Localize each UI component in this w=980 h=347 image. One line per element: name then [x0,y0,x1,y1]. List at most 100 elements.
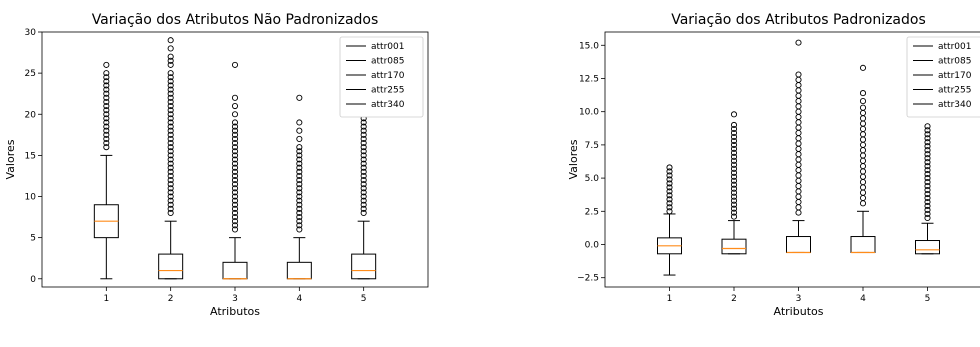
y-tick-label: 10.0 [579,108,599,118]
legend-label: attr255 [371,86,404,96]
x-axis-label: Atributos [774,305,824,318]
chart-legend: attr001 attr085 attr170 attr255 attr340 [907,37,980,117]
iqr-box [787,237,811,253]
iqr-box [223,262,247,278]
x-tick-label: 5 [925,294,931,304]
outlier-point [297,95,302,100]
iqr-box [352,254,376,279]
outlier-point [168,46,173,51]
outlier-point [796,199,801,204]
chart-legend: attr001 attr085 attr170 attr255 attr340 [340,37,423,117]
outlier-point [796,162,801,167]
chart-title: Variação dos Atributos Não Padronizados [92,12,379,28]
box-1 [94,62,118,278]
outlier-point [860,65,865,70]
outlier-point [796,130,801,135]
legend-label: attr340 [371,100,405,110]
outlier-point [796,83,801,88]
outlier-point [796,93,801,98]
y-tick-label: 15.0 [579,41,599,51]
outlier-point [796,205,801,210]
outlier-point [796,120,801,125]
y-tick-label: 12.5 [579,74,599,84]
iqr-box [287,262,311,278]
outlier-point [297,120,302,125]
iqr-box [722,239,746,254]
x-tick-label: 4 [296,294,302,304]
outlier-point [860,98,865,103]
outlier-point [860,126,865,131]
x-tick-label: 3 [232,294,238,304]
outlier-point [796,114,801,119]
outlier-point [232,103,237,108]
outlier-point [796,77,801,82]
outlier-point [297,136,302,141]
outlier-point [860,132,865,137]
outlier-point [860,105,865,110]
outlier-point [860,121,865,126]
x-tick-label: 1 [667,294,673,304]
y-tick-label: −2.5 [577,274,599,284]
legend-label: attr255 [938,86,971,96]
outlier-point [168,38,173,43]
outlier-point [297,128,302,133]
y-tick-label: 2.5 [585,207,599,217]
chart-panel-2: Variação dos Atributos Padronizados−2.50… [567,12,980,318]
legend-label: attr170 [938,71,972,81]
outlier-point [860,110,865,115]
y-tick-label: 0.0 [585,241,600,251]
box-1 [658,165,682,275]
outlier-point [860,137,865,142]
box-2 [722,112,746,254]
outlier-point [232,62,237,67]
box-4 [851,65,875,252]
outlier-point [860,190,865,195]
outlier-point [860,195,865,200]
outlier-point [796,168,801,173]
outlier-point [860,179,865,184]
outlier-point [860,174,865,179]
x-tick-label: 2 [168,294,174,304]
x-tick-label: 3 [796,294,802,304]
chart-panel-1: Variação dos Atributos Não Padronizados 0… [4,12,428,318]
y-tick-label: 10 [25,193,37,203]
outlier-point [860,201,865,206]
y-tick-label: 30 [25,28,37,38]
box-5 [916,124,940,254]
box-2 [159,38,183,279]
legend-label: attr001 [938,42,971,52]
y-tick-label: 5 [30,234,36,244]
y-tick-label: 15 [25,151,36,161]
iqr-box [916,241,940,254]
outlier-point [796,173,801,178]
outlier-point [796,109,801,114]
outlier-point [860,185,865,190]
outlier-point [796,152,801,157]
x-tick-label: 5 [361,294,367,304]
legend-label: attr085 [371,57,404,67]
outlier-point [860,169,865,174]
outlier-point [232,95,237,100]
legend-label: attr170 [371,71,405,81]
outlier-point [104,62,109,67]
outlier-point [796,194,801,199]
box-3 [223,62,247,278]
outlier-point [796,98,801,103]
iqr-box [159,254,183,279]
outlier-point [796,157,801,162]
outlier-point [860,116,865,121]
y-tick-label: 20 [25,110,37,120]
y-axis-label: Valores [567,139,580,179]
y-tick-label: 25 [25,69,36,79]
y-tick-label: 5.0 [585,174,600,184]
outlier-point [860,148,865,153]
outlier-point [860,142,865,147]
iqr-box [851,237,875,253]
outlier-point [796,136,801,141]
outlier-point [796,40,801,45]
legend-label: attr085 [938,57,971,67]
outlier-point [731,112,736,117]
outlier-point [796,72,801,77]
y-axis-label: Valores [4,139,17,179]
